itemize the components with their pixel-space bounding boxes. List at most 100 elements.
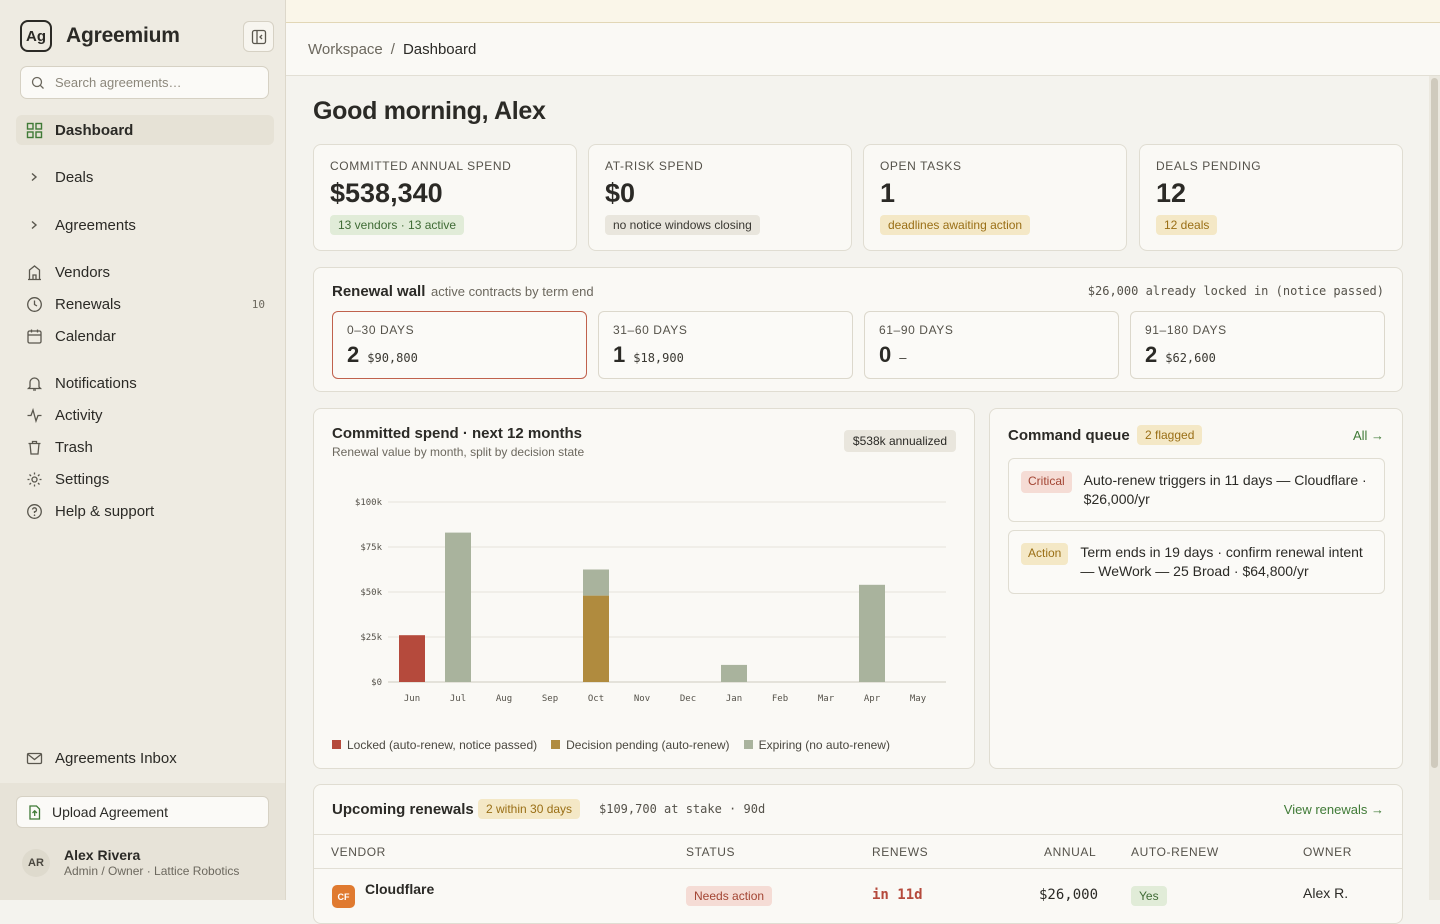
mail-icon <box>24 748 44 768</box>
kpi-label: DEALS PENDING <box>1156 159 1262 173</box>
bucket-count: 1 <box>613 342 626 367</box>
user-role: Admin / Owner · Lattice Robotics <box>64 864 240 878</box>
kpi-card-committed-spend[interactable]: COMMITTED ANNUAL SPEND $538,340 13 vendo… <box>313 144 577 251</box>
x-tick-label: Jun <box>404 694 420 704</box>
renewal-bucket-61-90[interactable]: 61–90 DAYS 0 — <box>864 311 1119 379</box>
sidebar-item-label: Calendar <box>55 327 116 345</box>
bucket-amount: $18,900 <box>633 351 684 365</box>
sidebar-item-label: Vendors <box>55 263 111 281</box>
breadcrumb-workspace[interactable]: Workspace <box>308 40 383 58</box>
renewal-bucket-31-60[interactable]: 31–60 DAYS 1 $18,900 <box>598 311 853 379</box>
renewal-bucket-91-180[interactable]: 91–180 DAYS 2 $62,600 <box>1130 311 1385 379</box>
x-tick-label: Feb <box>772 694 788 704</box>
committed-spend-card: Committed spend · next 12 months Renewal… <box>313 408 975 769</box>
within-30-days-badge: 2 within 30 days <box>478 799 581 819</box>
upload-agreement-button[interactable]: Upload Agreement <box>16 796 269 828</box>
critical-tag: Critical <box>1021 471 1072 493</box>
chart-subtitle: Renewal value by month, split by decisio… <box>332 445 585 459</box>
view-all-link[interactable]: All → <box>1352 428 1384 443</box>
sidebar-item-label: Notifications <box>55 374 137 392</box>
collapse-sidebar-button[interactable] <box>243 21 274 52</box>
legend-label: Expiring (no auto-renew) <box>758 738 890 752</box>
sidebar-item-dashboard[interactable]: Dashboard <box>16 115 274 145</box>
sidebar-item-label: Agreements <box>55 216 136 234</box>
top-banner <box>286 0 1440 23</box>
column-header-status[interactable]: STATUS <box>686 845 736 859</box>
y-tick-label: $75k <box>360 543 382 553</box>
page-title: Good morning, Alex <box>313 97 546 125</box>
x-tick-label: Sep <box>542 694 558 704</box>
kpi-value: 12 <box>1156 178 1187 208</box>
upcoming-renewals-title: Upcoming renewals <box>332 801 474 818</box>
bell-icon <box>24 373 44 393</box>
column-header-renews[interactable]: RENEWS <box>872 845 929 859</box>
scrollbar-thumb[interactable] <box>1431 78 1438 768</box>
bar-segment <box>583 569 609 596</box>
x-tick-label: Jul <box>450 694 466 704</box>
sidebar-item-calendar[interactable]: Calendar <box>16 321 274 351</box>
calendar-icon <box>24 326 44 346</box>
x-tick-label: Dec <box>680 694 696 704</box>
at-stake-note: $109,700 at stake · 90d <box>599 802 766 816</box>
legend-label: Locked (auto-renew, notice passed) <box>347 738 538 752</box>
auto-renew-badge: Yes <box>1131 886 1167 906</box>
sidebar-item-renewals[interactable]: Renewals 10 <box>16 289 274 319</box>
kpi-value: 1 <box>880 178 896 208</box>
queue-item[interactable]: Critical Auto-renew triggers in 11 days … <box>1008 458 1385 522</box>
search-box[interactable] <box>20 66 269 99</box>
column-header-auto-renew[interactable]: AUTO-RENEW <box>1131 845 1219 859</box>
sidebar-item-settings[interactable]: Settings <box>16 464 274 494</box>
sidebar-item-vendors[interactable]: Vendors <box>16 257 274 287</box>
sidebar-item-label: Trash <box>55 438 93 456</box>
dashboard-icon <box>24 120 44 140</box>
bucket-count: 2 <box>347 342 360 367</box>
queue-item[interactable]: Action Term ends in 19 days · confirm re… <box>1008 530 1385 594</box>
breadcrumb-separator: / <box>390 40 395 58</box>
main-scrollbar[interactable] <box>1429 76 1440 900</box>
sidebar-item-trash[interactable]: Trash <box>16 432 274 462</box>
renewals-count-badge: 10 <box>251 297 265 311</box>
kpi-value: $538,340 <box>330 178 443 208</box>
y-tick-label: $0 <box>371 678 382 688</box>
search-input[interactable] <box>55 75 255 90</box>
legend-item-locked: Locked (auto-renew, notice passed) <box>332 738 537 752</box>
renews-in: in 11d <box>872 887 923 903</box>
chart-legend: Locked (auto-renew, notice passed) Decis… <box>332 738 890 752</box>
sidebar-item-agreements-inbox[interactable]: Agreements Inbox <box>16 743 274 773</box>
bar-segment <box>399 635 425 682</box>
avatar: AR <box>22 848 50 877</box>
owner-name: Alex R. <box>1303 885 1349 901</box>
sidebar-item-agreements[interactable]: Agreements <box>16 210 274 240</box>
x-tick-label: Apr <box>864 694 881 704</box>
sidebar-item-activity[interactable]: Activity <box>16 400 274 430</box>
legend-item-pending: Decision pending (auto-renew) <box>551 738 730 752</box>
column-header-owner[interactable]: OWNER <box>1303 845 1352 859</box>
sidebar-item-help[interactable]: Help & support <box>16 496 274 526</box>
gear-icon <box>24 469 44 489</box>
table-header: VENDOR STATUS RENEWS ANNUAL AUTO-RENEW O… <box>314 834 1402 869</box>
bucket-label: 0–30 DAYS <box>347 323 415 337</box>
legend-swatch <box>332 740 341 749</box>
renewal-bucket-0-30[interactable]: 0–30 DAYS 2 $90,800 <box>332 311 587 379</box>
brand[interactable]: Ag Agreemium <box>20 20 180 52</box>
user-profile[interactable]: AR Alex Rivera Admin / Owner · Lattice R… <box>22 847 239 878</box>
bar-segment <box>583 595 609 682</box>
trash-icon <box>24 437 44 457</box>
sidebar-item-deals[interactable]: Deals <box>16 162 274 192</box>
kpi-note: no notice windows closing <box>605 215 760 235</box>
vendor-name[interactable]: Cloudflare <box>365 881 435 897</box>
app-logo: Ag <box>20 20 52 52</box>
search-icon <box>31 76 44 89</box>
sidebar-item-label: Activity <box>55 406 103 424</box>
kpi-card-open-tasks[interactable]: OPEN TASKS 1 deadlines awaiting action <box>863 144 1127 251</box>
kpi-card-deals-pending[interactable]: DEALS PENDING 12 12 deals <box>1139 144 1403 251</box>
view-renewals-link[interactable]: View renewals → <box>1283 802 1384 817</box>
sidebar-item-label: Renewals <box>55 295 121 313</box>
bucket-label: 91–180 DAYS <box>1145 323 1227 337</box>
breadcrumb-current: Dashboard <box>402 40 477 58</box>
sidebar-item-label: Dashboard <box>55 121 134 139</box>
column-header-annual[interactable]: ANNUAL <box>1044 845 1097 859</box>
sidebar-item-notifications[interactable]: Notifications <box>16 368 274 398</box>
kpi-card-at-risk-spend[interactable]: AT-RISK SPEND $0 no notice windows closi… <box>588 144 852 251</box>
column-header-vendor[interactable]: VENDOR <box>331 845 386 859</box>
